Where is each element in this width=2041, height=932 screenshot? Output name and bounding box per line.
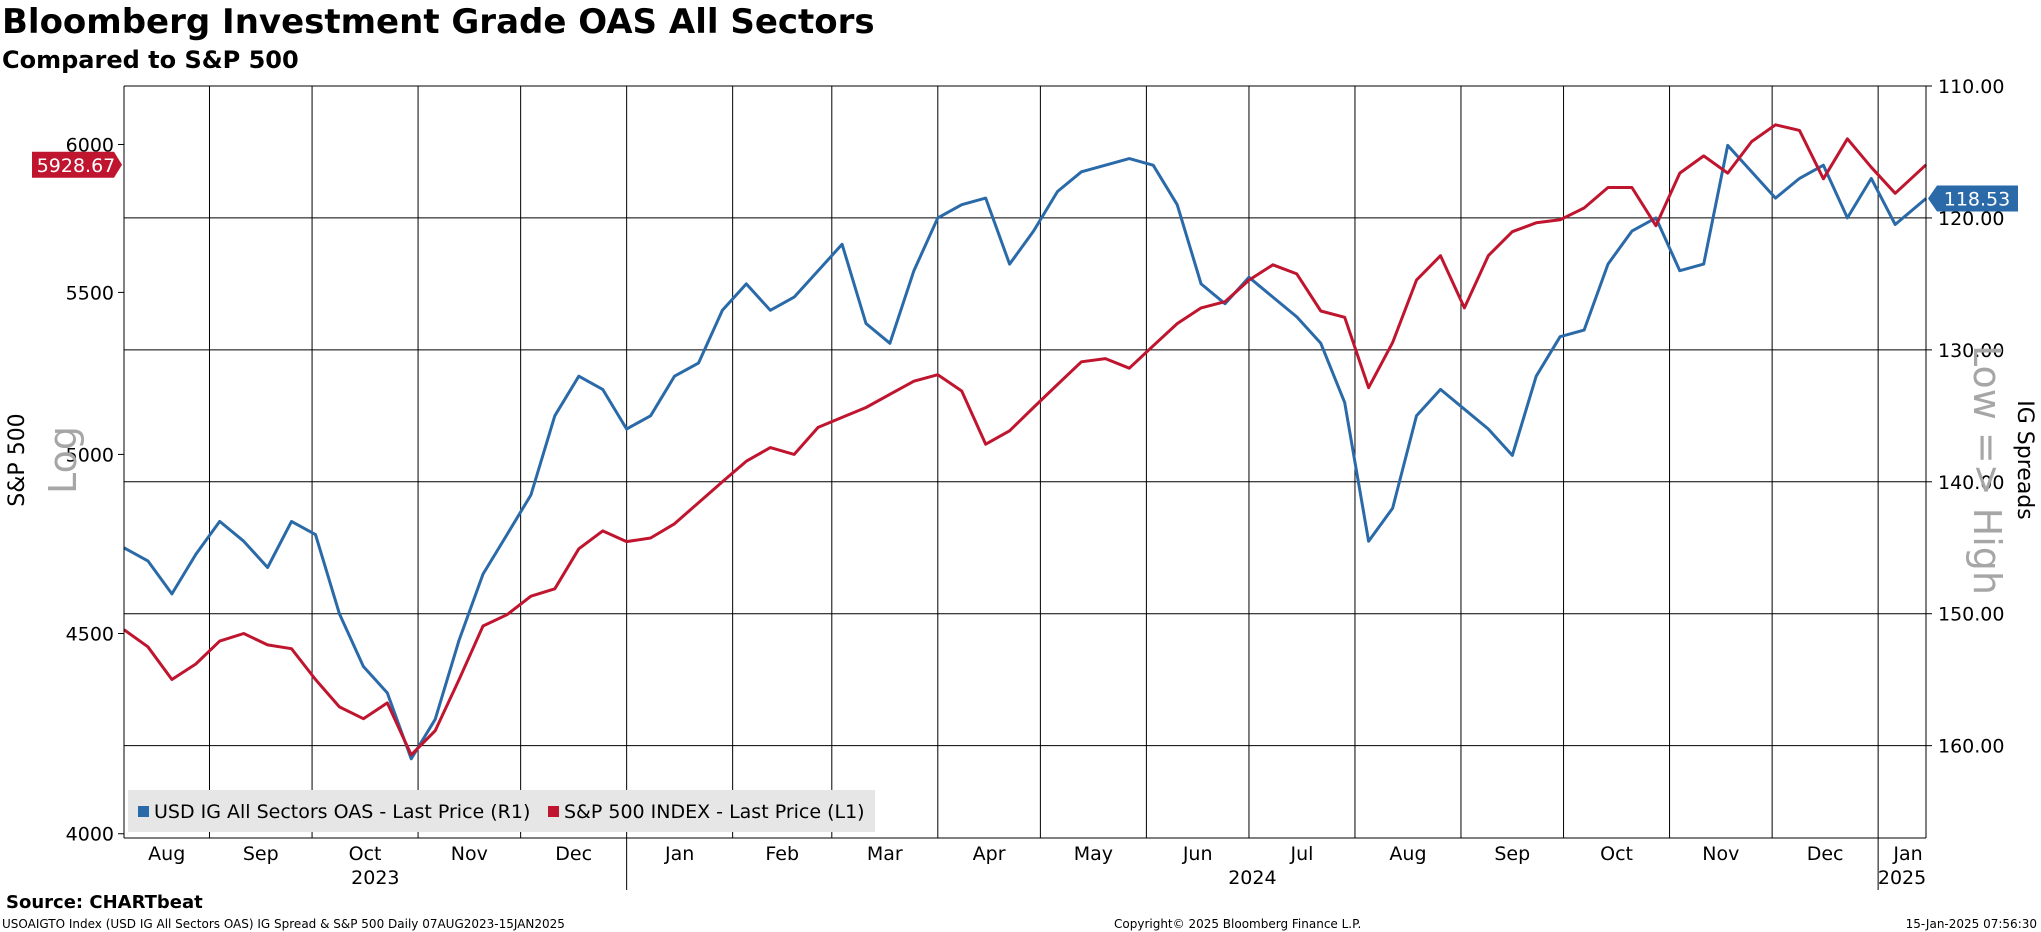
x-tick-label: Nov (1702, 843, 1739, 865)
sp500-last-value: 5928.67 (37, 155, 116, 177)
legend-swatch (138, 806, 149, 817)
legend-background (128, 790, 875, 832)
x-tick-label: Jan (664, 843, 694, 865)
timestamp: 15-Jan-2025 07:56:30 (1905, 917, 2037, 931)
x-tick-label: Apr (973, 843, 1006, 865)
left-tick-label: 4500 (66, 624, 114, 646)
chart-grid (124, 85, 1926, 838)
x-year-label: 2023 (351, 867, 399, 889)
x-tick-label: Oct (1600, 843, 1633, 865)
legend-entry: S&P 500 INDEX - Last Price (L1) (564, 801, 865, 823)
ig-oas-line (123, 143, 1927, 761)
right-tick-label: 150.00 (1938, 604, 2004, 626)
x-tick-label: Sep (1494, 843, 1530, 865)
x-tick-label: Jun (1182, 843, 1213, 865)
x-tick-label: Aug (1389, 843, 1426, 865)
x-tick-label: Dec (555, 843, 592, 865)
chart-axes (118, 85, 1932, 890)
left-axis-watermark: Log (41, 426, 85, 494)
x-tick-label: Sep (243, 843, 279, 865)
chart-subtitle: Compared to S&P 500 (2, 46, 299, 74)
chart-lines (123, 123, 1928, 761)
right-tick-label: 130.00 (1938, 340, 2004, 362)
legend-entry: USD IG All Sectors OAS - Last Price (R1) (154, 801, 530, 823)
right-tick-label: 110.00 (1938, 76, 2004, 98)
x-tick-label: Feb (765, 843, 799, 865)
right-tick-label: 140.00 (1938, 472, 2004, 494)
sp500-last-value-tag (32, 151, 122, 178)
x-year-label: 2024 (1228, 867, 1276, 889)
x-tick-label: Nov (451, 843, 488, 865)
x-tick-label: Aug (148, 843, 185, 865)
x-tick-label: Mar (867, 843, 903, 865)
right-axis-title: IG Spreads (2012, 400, 2037, 519)
x-tick-label: Oct (349, 843, 382, 865)
data-description: USOAIGTO Index (USD IG All Sectors OAS) … (2, 917, 565, 931)
left-tick-label: 6000 (66, 134, 114, 156)
chart-title: Bloomberg Investment Grade OAS All Secto… (2, 2, 875, 42)
legend-swatch (548, 806, 559, 817)
left-tick-label: 5500 (66, 282, 114, 304)
source-note: Source: CHARTbeat (6, 892, 203, 913)
left-tick-label: 5000 (66, 444, 114, 466)
ig-oas-last-value-tag (1928, 185, 2018, 212)
x-tick-label: Jan (1892, 843, 1922, 865)
copyright-notice: Copyright© 2025 Bloomberg Finance L.P. (1114, 917, 1362, 931)
ig-oas-last-value: 118.53 (1944, 189, 2010, 211)
chart-legend: USD IG All Sectors OAS - Last Price (R1)… (128, 790, 875, 832)
left-tick-label: 4000 (66, 824, 114, 846)
x-tick-label: May (1074, 843, 1113, 865)
sp500-line (123, 123, 1928, 757)
x-year-label: 2025 (1878, 867, 1926, 889)
chart-labels: Aug Sep Oct Nov Dec Jan Feb Mar Apr May Jun Jul Aug S… (5, 76, 2037, 889)
x-tick-label: Dec (1807, 843, 1844, 865)
right-tick-label: 160.00 (1938, 736, 2004, 758)
left-axis-title: S&P 500 (5, 413, 30, 506)
x-tick-label: Jul (1289, 843, 1313, 865)
right-tick-label: 120.00 (1938, 208, 2004, 230)
right-axis-watermark: Low => High (1965, 345, 2009, 595)
